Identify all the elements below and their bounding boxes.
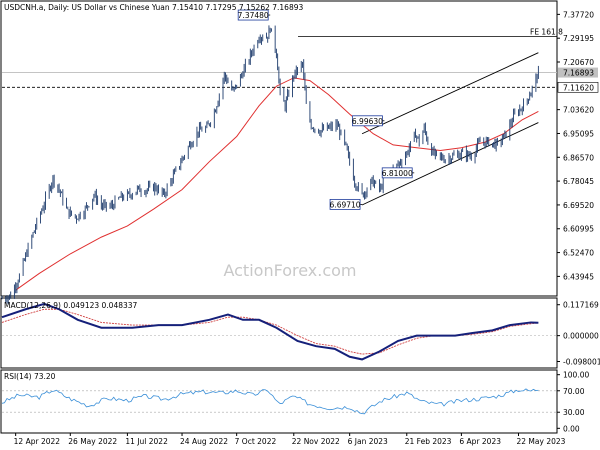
current-price-tag-box — [558, 67, 598, 78]
macd-line — [1, 302, 539, 361]
axis-layer: 7.37720 7.29195 7.20670 7.03620 6.95095 6.865… — [14, 10, 600, 446]
annotation-label-1: 6.99630 — [352, 117, 383, 126]
price-tick-label: 7.03620 — [563, 106, 594, 115]
date-tick-label: 12 Apr 2022 — [14, 437, 61, 446]
macd-panel — [0, 297, 558, 369]
rsi-tick-label: 0.00 — [563, 424, 580, 433]
rsi-tick-label: 70.00 — [563, 387, 585, 396]
date-tick-label: 6 Jan 2023 — [348, 437, 388, 446]
symbol-label: USDCNH.a, Daily: US Dollar vs Chinese Yu… — [4, 3, 303, 12]
moving-average-line — [15, 77, 539, 291]
date-tick-label: 11 Jul 2022 — [125, 437, 168, 446]
channel-upper-line — [361, 52, 539, 135]
rsi-panel — [0, 369, 558, 434]
price-tick-label: 7.37720 — [563, 10, 594, 19]
price-tick-label: 6.52470 — [563, 249, 594, 258]
annotation-box-3 — [329, 198, 361, 210]
watermark: ActionForex.com — [223, 261, 356, 280]
rsi-tick-label: 100.00 — [563, 371, 589, 380]
annotation-label-3: 6.69710 — [330, 200, 361, 209]
rsi-label: RSI(14) 73.20 — [4, 372, 56, 381]
annotation-label-2: 6.81000 — [382, 169, 413, 178]
fib-level-label: FE 161.8 — [530, 28, 563, 37]
date-tick-label: 6 Apr 2023 — [459, 437, 501, 446]
price-tick-label: 6.43945 — [563, 272, 594, 281]
rsi-line — [1, 388, 539, 415]
date-tick-label: 21 Feb 2023 — [405, 437, 452, 446]
date-tick-label: 22 May 2023 — [517, 437, 566, 446]
price-panel — [0, 0, 558, 297]
macd-layer — [1, 302, 557, 361]
date-tick-label: 26 May 2022 — [68, 437, 117, 446]
current-price-tag: 7.16893 — [563, 69, 594, 78]
price-tick-label: 6.60995 — [563, 225, 594, 234]
annotation-box-1 — [352, 115, 383, 127]
macd-tick-label: -0.098001 — [563, 358, 600, 367]
price-tick-label: 7.20670 — [563, 58, 594, 67]
rsi-tick-label: 30.00 — [563, 408, 585, 417]
rsi-layer — [1, 388, 557, 415]
price-tick-label: 6.95095 — [563, 129, 594, 138]
annotation-box-2 — [381, 167, 413, 179]
candles — [1, 25, 539, 305]
level-price-tag-box — [557, 81, 599, 93]
price-layer: FE 161.8 7.37480 6.99630 6.81000 6.69710 — [1, 9, 563, 305]
price-tick-label: 6.78045 — [563, 177, 594, 186]
macd-label: MACD(12,26,9) 0.049123 0.048337 — [4, 301, 138, 310]
macd-signal-line — [1, 308, 539, 355]
price-tick-label: 7.29195 — [563, 34, 594, 43]
annotation-box-0 — [237, 9, 269, 21]
price-tick-label: 6.86570 — [563, 153, 594, 162]
level-price-tag: 7.11620 — [563, 83, 594, 92]
macd-tick-label: 0.117169 — [563, 301, 599, 310]
price-tick-label: 6.69520 — [563, 201, 594, 210]
date-tick-label: 24 Aug 2022 — [180, 437, 228, 446]
annotation-label-0: 7.37480 — [238, 11, 269, 20]
date-tick-label: 7 Oct 2022 — [235, 437, 277, 446]
date-tick-label: 22 Nov 2022 — [292, 437, 340, 446]
macd-tick-label: 0.000000 — [563, 332, 599, 341]
